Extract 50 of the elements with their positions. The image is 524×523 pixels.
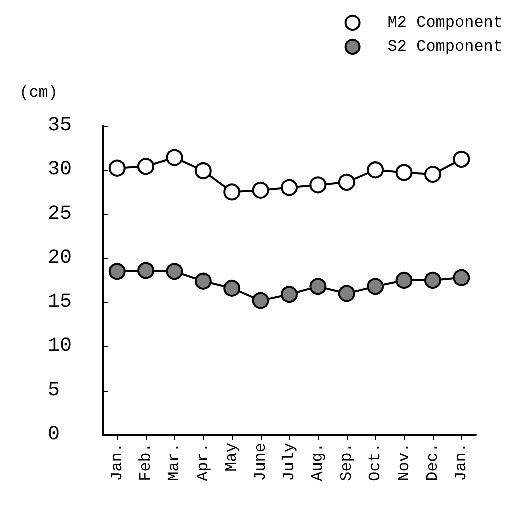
point [281, 286, 298, 304]
y-tick-label: 20 [48, 246, 72, 270]
y-tick-label: 15 [48, 291, 72, 314]
point [424, 166, 442, 184]
x-tick-label: Sep. [338, 443, 356, 482]
point [367, 278, 384, 296]
y-axis-title: (cm) [20, 84, 58, 102]
point [310, 176, 327, 194]
x-tick-label: Oct. [366, 443, 385, 482]
point [424, 272, 442, 289]
point [281, 179, 298, 196]
point [224, 280, 241, 297]
point [338, 285, 356, 302]
point [194, 162, 212, 180]
x-tick-label: July [280, 442, 298, 482]
x-tick-label: May [223, 442, 242, 472]
x-tick-label: June [252, 443, 270, 482]
point [338, 174, 356, 191]
x-tick-label: Feb. [137, 443, 156, 482]
point [396, 164, 413, 182]
x-tick-label: Jan. [452, 443, 471, 482]
point [166, 263, 184, 280]
point [252, 182, 270, 199]
y-tick-label: 0 [48, 424, 60, 446]
x-tick-label: Aug. [309, 443, 328, 482]
point [138, 262, 155, 280]
y-tick-label: 5 [48, 379, 60, 402]
point [453, 151, 470, 168]
point [224, 184, 241, 201]
point [108, 263, 126, 280]
legend-label: S2 Component [388, 38, 503, 56]
y-tick-label: 10 [48, 335, 72, 358]
y-tick-label: 30 [48, 158, 72, 182]
point [396, 272, 413, 289]
point [252, 292, 270, 310]
point [138, 158, 155, 176]
x-tick-label: Mar. [166, 443, 184, 482]
y-tick-label: 25 [48, 202, 72, 226]
legend-label: M2 Component [388, 14, 503, 32]
point [166, 149, 184, 166]
x-tick-label: Apr. [194, 443, 212, 482]
x-tick-label: Jan. [108, 443, 126, 482]
point [108, 160, 126, 177]
y-tick-label: 35 [48, 114, 72, 138]
point [310, 278, 327, 296]
point [367, 162, 384, 179]
x-tick-label: Nov. [395, 443, 414, 482]
point [453, 269, 470, 286]
point [194, 272, 212, 290]
x-tick-label: Dec. [424, 443, 442, 482]
